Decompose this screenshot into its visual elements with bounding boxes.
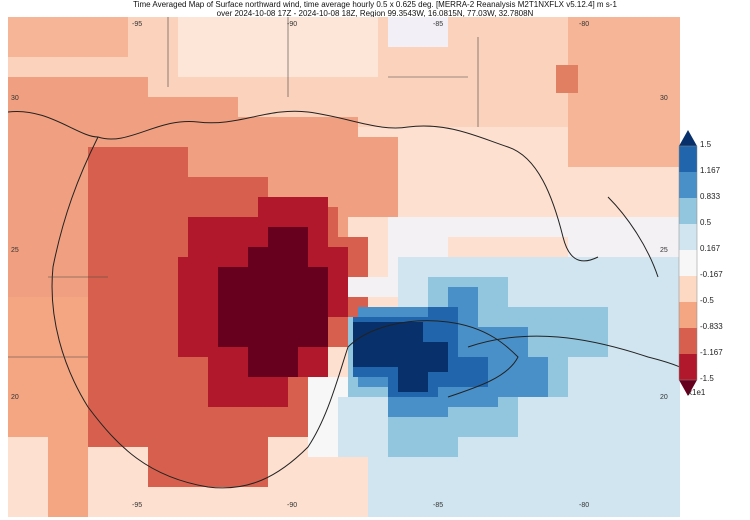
lat-tick-left: 25 (11, 247, 19, 254)
lat-tick-left: 20 (11, 394, 19, 401)
gulf-coast-west (51, 136, 349, 489)
lon-tick-bottom: -90 (287, 502, 298, 509)
colorbar-arrow-bottom (679, 380, 697, 396)
lon-tick-top: -85 (433, 21, 444, 28)
field-transition (348, 217, 680, 297)
field-northeast-hot (556, 65, 578, 93)
map-title: Time Averaged Map of Surface northward w… (0, 0, 750, 18)
colorbar-label: 1.167 (700, 166, 721, 175)
colorbar-label: -0.5 (700, 296, 714, 305)
cuba-coast (467, 335, 680, 368)
field-northeast (568, 17, 680, 167)
field-navy (353, 322, 448, 392)
wind-map (8, 17, 680, 517)
lon-tick-bottom: -95 (132, 502, 143, 509)
lat-tick-right: 30 (660, 95, 668, 102)
colorbar-swatch (679, 146, 697, 172)
colorbar-label: 1.5 (700, 140, 712, 149)
map-title-line1: Time Averaged Map of Surface northward w… (133, 0, 617, 9)
colorbar-swatch (679, 224, 697, 250)
lat-tick-right: 20 (660, 394, 668, 401)
map-panel[interactable]: -95 -90 -85 -80 -95 -90 -85 -80 30 25 20… (8, 17, 680, 517)
colorbar-label: -1.167 (700, 348, 723, 357)
lat-tick-left: 30 (11, 95, 19, 102)
field-north-light (178, 17, 378, 77)
colorbar-swatch (679, 198, 697, 224)
field-darkred (218, 227, 328, 377)
state-borders (167, 17, 479, 127)
colorbar-arrow-top (679, 130, 697, 146)
colorbar-label: 0.833 (700, 192, 721, 201)
yucatan-coast (347, 320, 519, 398)
gulf-coast-north (8, 110, 599, 262)
mexico-borders (8, 276, 108, 358)
field-southwest-light (8, 437, 48, 517)
map-title-line2: over 2024-10-08 17Z - 2024-10-08 18Z, Re… (216, 9, 534, 18)
field-north-white (388, 17, 448, 47)
colorbar-label: 0.5 (700, 218, 712, 227)
colorbar-swatch (679, 276, 697, 302)
colorbar-swatch (679, 328, 697, 354)
colorbar-label: -0.167 (700, 270, 723, 279)
colorbar-swatch (679, 172, 697, 198)
field-northwest (8, 17, 128, 57)
colorbar-scale (678, 130, 698, 396)
colorbar-swatch (679, 302, 697, 328)
colorbar: 1.5 1.167 0.833 0.5 0.167 -0.167 -0.5 -0… (678, 130, 738, 400)
lon-tick-top: -80 (579, 21, 590, 28)
colorbar-scale-factor: x1e1 (688, 388, 706, 397)
colorbar-swatch (679, 250, 697, 276)
lon-tick-top: -95 (132, 21, 143, 28)
colorbar-outline (678, 145, 698, 381)
lon-tick-top: -90 (287, 21, 298, 28)
florida-coast (607, 196, 659, 278)
colorbar-label: 0.167 (700, 244, 721, 253)
lon-tick-bottom: -80 (579, 502, 590, 509)
colorbar-label: -1.5 (700, 374, 714, 383)
lon-tick-bottom: -85 (433, 502, 444, 509)
lat-tick-right: 25 (660, 247, 668, 254)
colorbar-label: -0.833 (700, 322, 723, 331)
colorbar-swatch (679, 354, 697, 380)
